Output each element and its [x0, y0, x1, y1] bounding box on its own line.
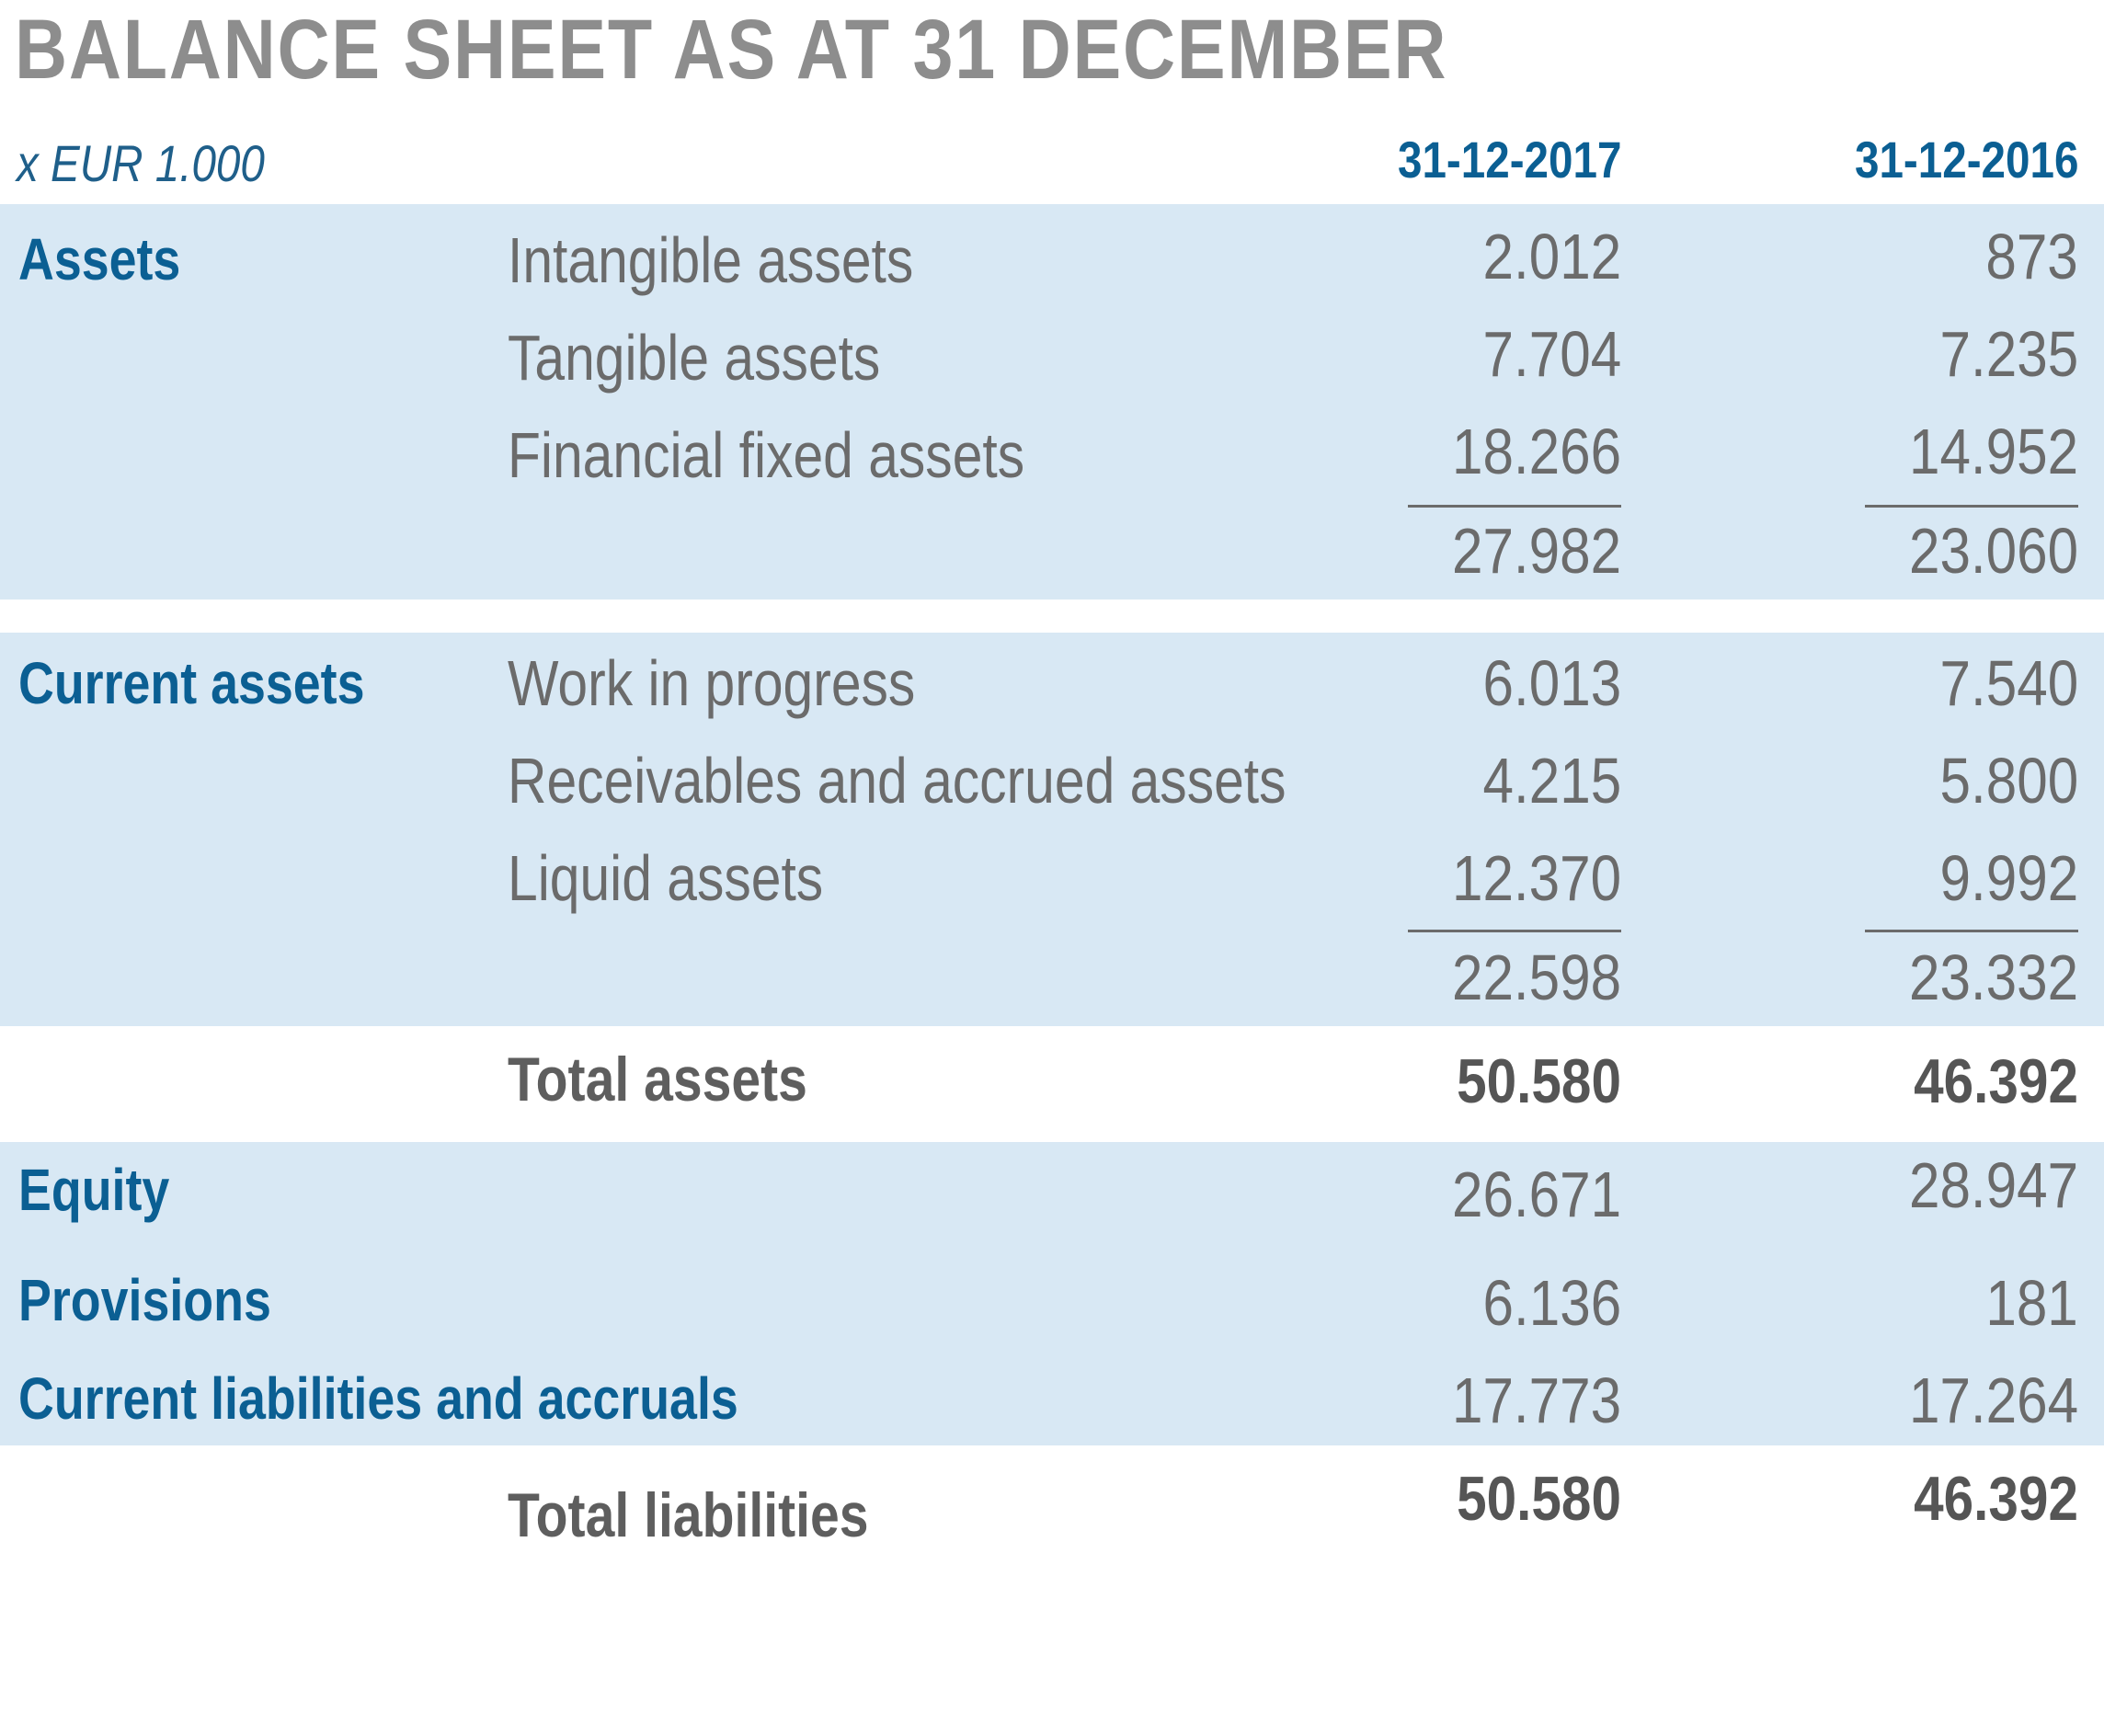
row-label-financial-fixed-assets: Financial fixed assets [508, 419, 1025, 491]
value-financial-fixed-2017: 18.266 [1451, 416, 1621, 487]
value-liquid-assets-2016: 9.992 [1939, 842, 2078, 914]
value-equity-2017: 26.671 [1451, 1159, 1621, 1230]
category-current-liabilities: Current liabilities and accruals [18, 1365, 738, 1432]
total-assets-2016: 46.392 [1914, 1046, 2078, 1116]
total-liabilities-2016: 46.392 [1914, 1464, 2078, 1534]
value-financial-fixed-2016: 14.952 [1908, 416, 2078, 487]
unit-label: x EUR 1.000 [17, 134, 265, 192]
value-current-liabilities-2016: 17.264 [1908, 1365, 2078, 1436]
value-provisions-2016: 181 [1985, 1267, 2078, 1339]
value-receivables-2017: 4.215 [1482, 745, 1621, 817]
value-work-in-progress-2016: 7.540 [1939, 647, 2078, 719]
row-label-work-in-progress: Work in progress [508, 647, 916, 719]
page-title: BALANCE SHEET AS AT 31 DECEMBER [15, 3, 1448, 97]
total-liabilities-label: Total liabilities [508, 1480, 869, 1550]
value-tangible-2017: 7.704 [1482, 318, 1621, 390]
value-provisions-2017: 6.136 [1482, 1267, 1621, 1339]
column-header-2016: 31-12-2016 [1854, 131, 2078, 188]
total-liabilities-2017: 50.580 [1457, 1464, 1621, 1534]
subtotal-rule-2017 [1408, 930, 1621, 932]
row-label-receivables: Receivables and accrued assets [508, 745, 1286, 817]
subtotal-fixed-assets-2017: 27.982 [1451, 515, 1621, 587]
subtotal-rule-2017 [1408, 505, 1621, 508]
category-assets: Assets [18, 226, 181, 292]
value-current-liabilities-2017: 17.773 [1451, 1365, 1621, 1436]
category-equity: Equity [18, 1157, 170, 1223]
fixed-assets-band [0, 204, 2104, 600]
value-receivables-2016: 5.800 [1939, 745, 2078, 817]
subtotal-rule-2016 [1865, 505, 2078, 508]
row-label-liquid-assets: Liquid assets [508, 842, 824, 914]
row-label-intangible-assets: Intangible assets [508, 224, 914, 296]
subtotal-current-assets-2017: 22.598 [1451, 942, 1621, 1013]
category-provisions: Provisions [18, 1267, 271, 1333]
value-liquid-assets-2017: 12.370 [1451, 842, 1621, 914]
total-assets-2017: 50.580 [1457, 1046, 1621, 1116]
current-assets-band [0, 633, 2104, 1026]
value-tangible-2016: 7.235 [1939, 318, 2078, 390]
total-assets-label: Total assets [508, 1045, 807, 1114]
column-header-2017: 31-12-2017 [1397, 131, 1621, 188]
subtotal-rule-2016 [1865, 930, 2078, 932]
value-intangible-2016: 873 [1985, 221, 2078, 292]
value-work-in-progress-2017: 6.013 [1482, 647, 1621, 719]
liabilities-band [0, 1142, 2104, 1445]
subtotal-current-assets-2016: 23.332 [1908, 942, 2078, 1013]
value-intangible-2017: 2.012 [1482, 221, 1621, 292]
value-equity-2016: 28.947 [1908, 1149, 2078, 1221]
subtotal-fixed-assets-2016: 23.060 [1908, 515, 2078, 587]
category-current-assets: Current assets [18, 650, 365, 716]
row-label-tangible-assets: Tangible assets [508, 322, 881, 394]
